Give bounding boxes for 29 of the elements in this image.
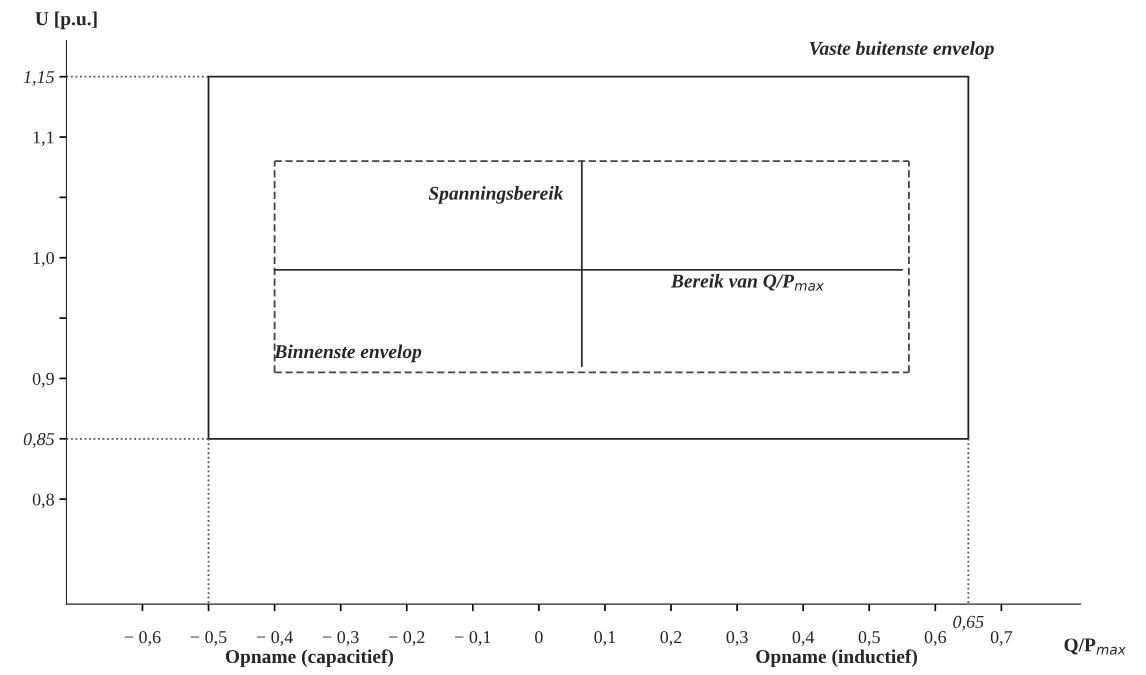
x-tick-label: 0,5 <box>858 631 880 646</box>
y-tick-label: 1,0 <box>33 252 54 267</box>
annotation: Binnenste envelop <box>274 344 422 363</box>
x-tick-label: 0,7 <box>990 631 1013 646</box>
y-tick-label: 0,9 <box>32 372 54 388</box>
text: Opname (inductief) <box>756 649 918 668</box>
x-tick-label: 0,2 <box>660 631 682 646</box>
x-tick-label: − 0,3 <box>322 631 359 646</box>
x-tick-label: − 0,1 <box>455 631 491 646</box>
x-tick-label: − 0,2 <box>389 631 425 646</box>
x-tick-label: 0 <box>535 631 543 644</box>
y-tick-label: 0,85 <box>23 433 55 448</box>
x-tick-label: 0,3 <box>726 631 748 646</box>
y-tick-label: 0,8 <box>32 493 54 509</box>
x-tick-label: 0,6 <box>924 631 947 646</box>
x-tick-label: − 0,4 <box>256 631 293 646</box>
x-axis-title: Q/P$_{max}$ <box>1064 638 1126 655</box>
x-tick-label: − 0,6 <box>124 631 161 646</box>
x-tick-label: − 0,5 <box>190 631 227 646</box>
y-tick-label: 1,15 <box>23 71 55 86</box>
y-tick-label: 1,1 <box>33 131 54 147</box>
annotation: Bereik van Q/P$_{max}$ <box>670 273 825 291</box>
annotation: Spanningsbereik <box>428 186 564 204</box>
text: Opname (capacitief) <box>225 649 394 668</box>
annotation: Vaste buitenste envelop <box>809 41 994 59</box>
x-tick-label: 0,4 <box>792 631 815 646</box>
y-axis-title: U [p.u.] <box>35 11 97 30</box>
x-tick-label: 0,1 <box>594 631 616 646</box>
annotation: 0,65 <box>953 615 984 631</box>
